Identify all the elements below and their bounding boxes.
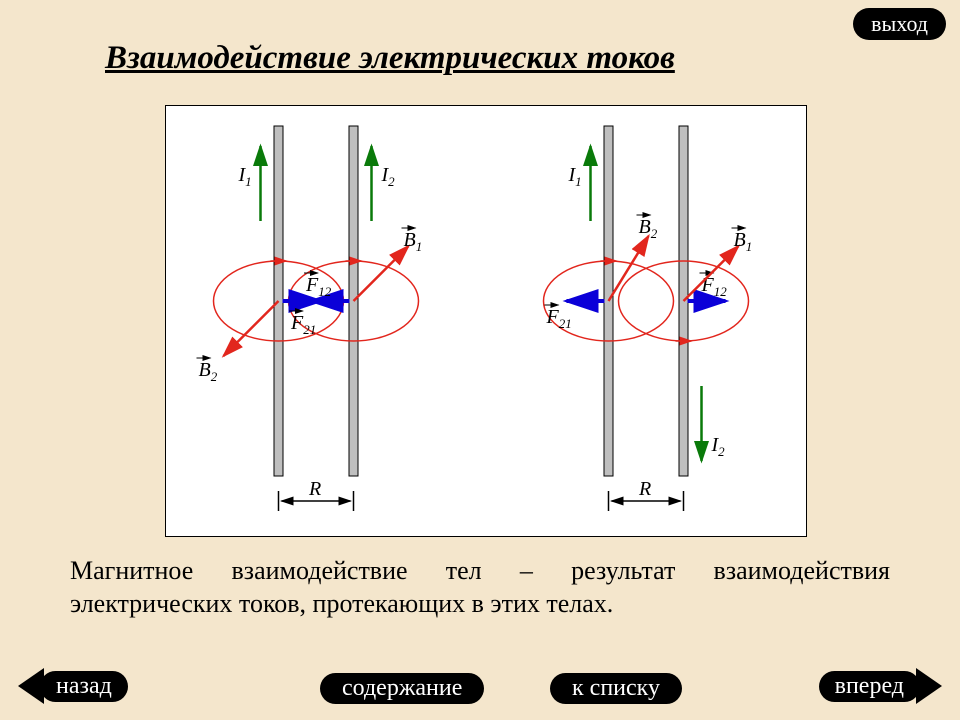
contents-button[interactable]: содержание [320, 673, 484, 704]
forward-button[interactable]: вперед [819, 668, 942, 704]
exit-button[interactable]: выход [853, 8, 946, 40]
forward-label: вперед [819, 671, 920, 702]
svg-text:B2: B2 [199, 359, 218, 384]
svg-text:B1: B1 [734, 229, 753, 254]
back-label: назад [40, 671, 128, 702]
svg-text:F12: F12 [701, 274, 728, 299]
svg-text:I1: I1 [238, 164, 252, 189]
svg-text:B1: B1 [404, 229, 423, 254]
diagram-container: I1 I2 F12 F21 B1 B2 R I1 I2 F21 F12 B2 B1 R [165, 105, 807, 537]
svg-text:I1: I1 [568, 164, 582, 189]
svg-text:I2: I2 [711, 434, 726, 459]
svg-text:F12: F12 [305, 274, 332, 299]
physics-diagram: I1 I2 F12 F21 B1 B2 R I1 I2 F21 F12 B2 B1 R [166, 106, 806, 536]
caption-text: Магнитное взаимодействие тел – результат… [70, 555, 890, 620]
to-list-button[interactable]: к списку [550, 673, 682, 704]
back-button[interactable]: назад [18, 668, 128, 704]
svg-text:F21: F21 [290, 312, 316, 337]
svg-text:I2: I2 [381, 164, 396, 189]
page-title: Взаимодействие электрических токов [105, 40, 675, 77]
svg-text:R: R [638, 478, 651, 500]
arrow-right-icon [916, 668, 942, 704]
svg-text:R: R [308, 478, 321, 500]
svg-text:F21: F21 [546, 306, 572, 331]
svg-text:B2: B2 [639, 216, 658, 241]
